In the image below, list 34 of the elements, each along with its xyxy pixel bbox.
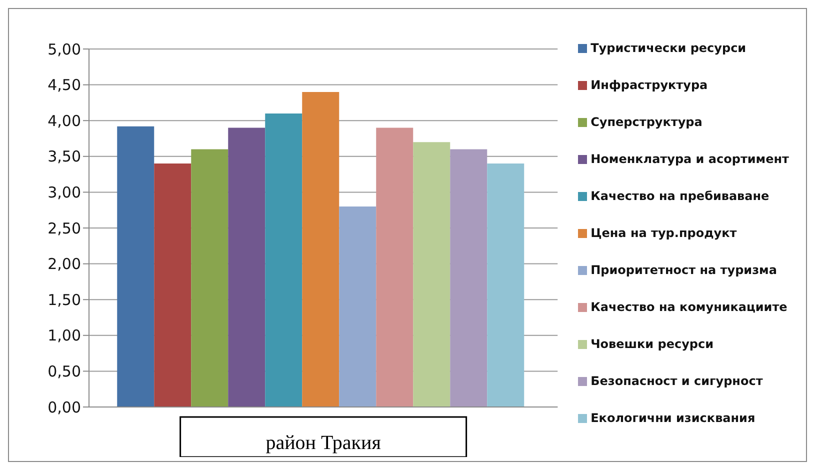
bar xyxy=(487,164,524,407)
bar xyxy=(450,149,488,407)
legend-label: Инфраструктура xyxy=(590,78,708,92)
y-tick-label: 4,00 xyxy=(48,112,81,130)
y-tick-label: 1,00 xyxy=(48,326,81,345)
legend-label: Безопасност и сигурност xyxy=(590,374,763,388)
legend-label: Приоритетност на туризма xyxy=(590,263,777,277)
bar xyxy=(376,128,414,407)
bar xyxy=(228,128,266,407)
bar xyxy=(191,149,228,407)
legend-label: Туристически ресурси xyxy=(590,41,746,55)
y-tick-label: 0,50 xyxy=(48,362,81,381)
legend-label: Суперструктура xyxy=(590,115,702,129)
legend-label: Номенклатура и асортимент xyxy=(590,152,789,166)
legend-label: Екологични изисквания xyxy=(590,411,756,425)
y-tick-label: 1,50 xyxy=(48,290,81,309)
legend-label: Качество на пребиваване xyxy=(590,189,770,203)
legend-label: Човешки ресурси xyxy=(590,337,714,351)
legend-label: Качество на комуникациите xyxy=(590,300,788,314)
x-tick-label: район Тракия xyxy=(266,432,381,454)
y-tick-label: 2,50 xyxy=(48,219,81,238)
bar xyxy=(117,126,154,407)
bar xyxy=(339,206,376,407)
bar xyxy=(154,164,192,407)
bar xyxy=(413,142,450,407)
y-tick-label: 5,00 xyxy=(48,40,81,58)
y-tick-label: 3,00 xyxy=(48,184,81,202)
bar xyxy=(265,113,302,407)
bar xyxy=(302,92,340,407)
y-tick-label: 3,50 xyxy=(48,148,81,166)
legend-label: Цена на тур.продукт xyxy=(590,226,737,240)
y-tick-label: 0,00 xyxy=(48,398,81,416)
y-tick-label: 2,00 xyxy=(48,255,81,274)
y-tick-label: 4,50 xyxy=(48,76,81,94)
